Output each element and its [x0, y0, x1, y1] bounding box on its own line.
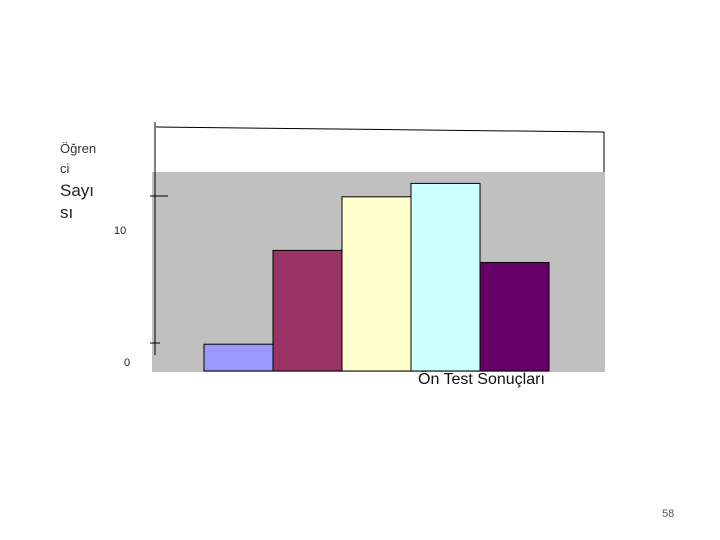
bar-1: [203, 343, 274, 372]
y-axis-label-line-3: Sayı: [60, 181, 95, 200]
bar-5: [479, 261, 550, 372]
page-number: 58: [662, 508, 675, 520]
y-axis-label-line-4: sı: [60, 203, 74, 222]
y-axis-label-line-2: ci: [60, 161, 70, 176]
x-axis-label: Ön Test Sonuçları: [418, 371, 545, 388]
bar-2: [272, 249, 343, 372]
y-tick-label-10: 10: [114, 225, 127, 237]
bars-group: [203, 182, 550, 372]
bar-4: [410, 182, 481, 372]
bar-3: [341, 196, 412, 372]
y-axis-label-line-1: Öğren: [60, 141, 97, 156]
frame-top-line: [155, 126, 605, 133]
y-tick-label-0: 0: [124, 357, 131, 369]
